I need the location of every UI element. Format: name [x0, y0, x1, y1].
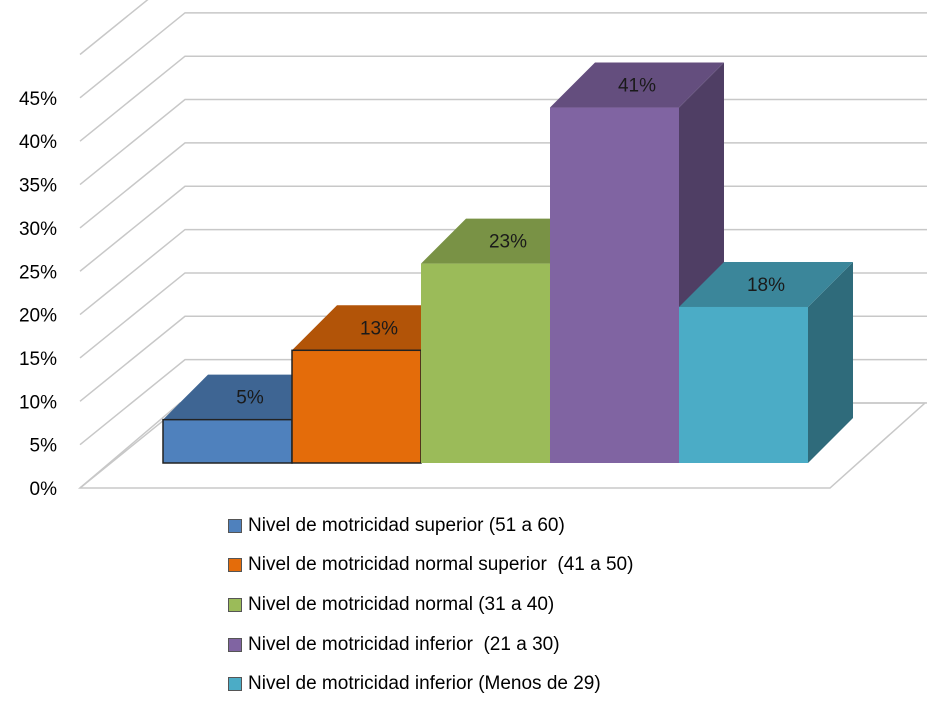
- chart-legend: Nivel de motricidad superior (51 a 60) Ni…: [228, 506, 633, 704]
- legend-label: Nivel de motricidad superior (51 a 60): [248, 514, 565, 536]
- legend-swatch: [228, 518, 242, 533]
- legend-label: Nivel de motricidad inferior (21 a 30): [248, 633, 560, 655]
- y-tick-label: 15%: [19, 349, 57, 370]
- legend-item: Nivel de motricidad normal (31 a 40): [228, 585, 633, 625]
- gridline: [79, 12, 927, 99]
- bar-front-face: [291, 349, 422, 464]
- legend-item: Nivel de motricidad normal superior (41 …: [228, 546, 633, 586]
- bar-top-face: [679, 261, 853, 307]
- bar-5: [679, 261, 853, 463]
- legend-item: Nivel de motricidad superior (51 a 60): [228, 506, 633, 546]
- legend-swatch: [228, 637, 242, 652]
- legend-swatch: [228, 677, 242, 692]
- gridline: [79, 55, 927, 142]
- data-label: 5%: [236, 388, 264, 409]
- y-axis: 0% 5% 10% 15% 20% 25% 30% 35% 40% 45%: [19, 89, 57, 500]
- bar-top-face: [550, 62, 724, 108]
- gridline: [79, 98, 927, 186]
- bar-front-face: [679, 306, 808, 463]
- legend-swatch: [228, 558, 242, 573]
- data-label: 18%: [747, 275, 785, 296]
- legend-label: Nivel de motricidad normal superior (41 …: [248, 554, 634, 576]
- bar-front-face: [421, 263, 550, 463]
- data-label: 13%: [360, 318, 398, 339]
- gridline: [79, 142, 927, 229]
- legend-swatch: [228, 597, 242, 612]
- legend-item: Nivel de motricidad inferior (21 a 30): [228, 625, 633, 665]
- y-tick-label: 30%: [19, 219, 57, 240]
- y-tick-label: 5%: [30, 436, 58, 457]
- bar-front-face: [162, 418, 293, 464]
- legend-item: Nivel de motricidad inferior (Menos de 2…: [228, 664, 633, 704]
- data-label: 41%: [618, 76, 656, 97]
- bar-front-face: [550, 107, 679, 463]
- y-tick-label: 35%: [19, 176, 57, 197]
- y-tick-label: 45%: [19, 89, 57, 110]
- y-tick-label: 20%: [19, 306, 57, 327]
- y-tick-label: 10%: [19, 392, 57, 413]
- y-tick-label: 0%: [30, 479, 58, 500]
- legend-label: Nivel de motricidad normal (31 a 40): [248, 593, 555, 615]
- y-tick-label: 25%: [19, 262, 57, 283]
- bar-series: [162, 62, 853, 464]
- gridline: [79, 0, 149, 56]
- y-tick-label: 40%: [19, 132, 57, 153]
- data-label: 23%: [489, 232, 527, 253]
- legend-label: Nivel de motricidad inferior (Menos de 2…: [248, 673, 601, 695]
- bar-side-face: [808, 261, 853, 463]
- data-labels: 5% 13% 23% 41% 18%: [236, 76, 785, 409]
- chart-grid: [77, 0, 927, 489]
